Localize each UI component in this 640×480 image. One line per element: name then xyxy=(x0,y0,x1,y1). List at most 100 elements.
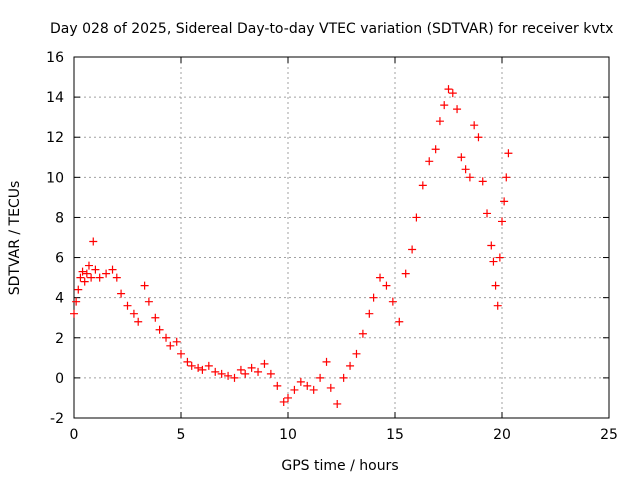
data-point xyxy=(134,317,143,326)
data-point xyxy=(87,273,96,282)
y-tick-label: 4 xyxy=(55,291,64,307)
data-point xyxy=(346,361,355,370)
data-point xyxy=(440,101,449,110)
data-point xyxy=(369,293,378,302)
data-point xyxy=(76,273,85,282)
data-point xyxy=(211,367,220,376)
data-point xyxy=(453,105,462,114)
data-point xyxy=(290,385,299,394)
x-tick-label: 10 xyxy=(279,427,297,443)
data-point xyxy=(339,373,348,382)
data-point xyxy=(495,253,504,262)
data-point xyxy=(296,377,305,386)
data-point xyxy=(91,265,100,274)
data-point xyxy=(224,371,233,380)
data-point xyxy=(144,297,153,306)
data-point xyxy=(408,245,417,254)
data-point xyxy=(74,285,83,294)
data-point xyxy=(435,117,444,126)
data-point xyxy=(123,301,132,310)
data-point xyxy=(82,269,91,278)
data-point xyxy=(461,165,470,174)
data-point xyxy=(187,361,196,370)
data-point xyxy=(162,333,171,342)
data-point xyxy=(352,349,361,358)
x-tick-label: 15 xyxy=(386,427,404,443)
grid-lines xyxy=(74,57,609,418)
data-point xyxy=(448,89,457,98)
data-point xyxy=(444,85,453,94)
data-point xyxy=(166,341,175,350)
data-point xyxy=(470,121,479,130)
data-point xyxy=(502,173,511,182)
y-tick-label: 6 xyxy=(55,251,64,267)
data-point xyxy=(194,363,203,372)
x-tick-label: 25 xyxy=(600,427,618,443)
y-tick-label: -2 xyxy=(50,411,64,427)
data-point xyxy=(84,261,93,270)
y-tick-label: 12 xyxy=(46,130,64,146)
data-point xyxy=(365,309,374,318)
data-point xyxy=(489,257,498,266)
y-tick-label: 14 xyxy=(46,90,64,106)
data-point xyxy=(172,337,181,346)
y-tick-label: 10 xyxy=(46,170,64,186)
data-point xyxy=(204,361,213,370)
data-point xyxy=(217,369,226,378)
data-point xyxy=(108,265,117,274)
y-tick-label: 16 xyxy=(46,50,64,66)
data-point xyxy=(465,173,474,182)
x-tick-label: 5 xyxy=(177,427,186,443)
x-tick-label: 0 xyxy=(70,427,79,443)
data-point xyxy=(478,177,487,186)
data-point xyxy=(117,289,126,298)
data-point xyxy=(279,397,288,406)
data-point xyxy=(382,281,391,290)
tick-marks xyxy=(73,56,610,419)
data-point xyxy=(241,369,250,378)
data-point xyxy=(236,365,245,374)
data-point xyxy=(333,399,342,408)
data-point xyxy=(376,273,385,282)
data-point xyxy=(129,309,138,318)
y-tick-labels: -2 0 2 4 6 8 10 12 14 16 xyxy=(46,50,64,427)
data-point xyxy=(483,209,492,218)
data-point xyxy=(487,241,496,250)
plot-frame xyxy=(73,56,610,419)
data-point xyxy=(412,213,421,222)
data-point xyxy=(254,367,263,376)
x-tick-label: 20 xyxy=(493,427,511,443)
data-points xyxy=(70,85,513,408)
data-point xyxy=(155,325,164,334)
chart-title: Day 028 of 2025, Sidereal Day-to-day VTE… xyxy=(50,21,613,37)
data-point xyxy=(260,359,269,368)
data-point xyxy=(425,157,434,166)
data-point xyxy=(198,365,207,374)
data-point xyxy=(326,383,335,392)
data-point xyxy=(70,309,78,318)
data-point xyxy=(388,297,397,306)
data-point xyxy=(303,381,312,390)
x-tick-labels: 0 5 10 15 20 25 xyxy=(70,427,618,443)
data-point xyxy=(322,357,331,366)
data-point xyxy=(395,317,404,326)
x-axis-label: GPS time / hours xyxy=(281,458,398,474)
data-point xyxy=(273,381,282,390)
data-point xyxy=(284,393,292,402)
data-point xyxy=(491,281,500,290)
data-point xyxy=(112,273,121,282)
data-point xyxy=(183,357,192,366)
data-point xyxy=(493,301,502,310)
y-tick-label: 2 xyxy=(55,331,64,347)
data-point xyxy=(418,181,427,190)
data-point xyxy=(457,153,466,162)
data-point xyxy=(358,329,367,338)
data-point xyxy=(431,145,440,154)
data-point xyxy=(474,133,483,142)
data-point xyxy=(247,363,256,372)
data-point xyxy=(89,237,98,246)
data-point xyxy=(500,197,509,206)
data-point xyxy=(230,373,239,382)
data-point xyxy=(140,281,149,290)
